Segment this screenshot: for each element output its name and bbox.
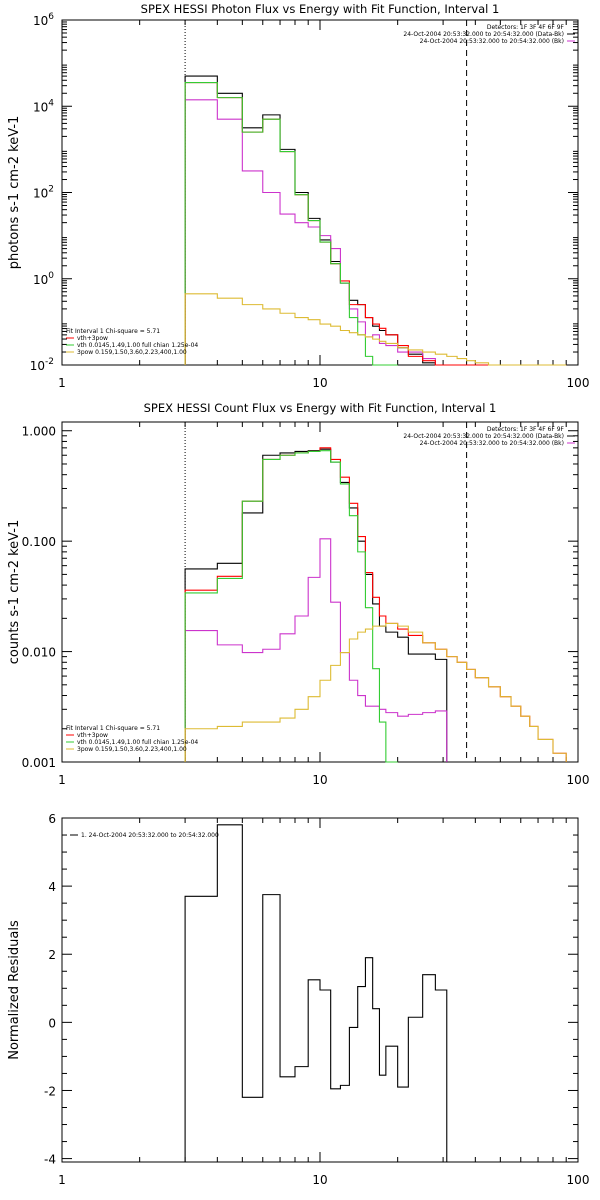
plot-frame (61, 19, 579, 366)
y-tick-label: -4 (44, 1153, 56, 1167)
series-bk-line (184, 99, 436, 365)
x-tick-label: 1 (58, 376, 66, 390)
x-tick-label: 100 (567, 376, 590, 390)
chart-panel-2: SPEX HESSI Count Flux vs Energy with Fit… (7, 401, 589, 787)
x-tick-label: 10 (312, 376, 327, 390)
chart-panel-3: 1 10 100 -4 -2 0 2 4 6 Normalized Residuals 1. 24-… (7, 812, 589, 1187)
legend-entry: vth 0.0145,1.49,1.00 full chian 1.25e-04 (77, 739, 198, 746)
x-tick-label: 100 (567, 1173, 590, 1187)
y-tick-label: 106 (33, 12, 54, 28)
y-tick-label: 104 (33, 98, 54, 114)
series-bk-line (184, 538, 448, 762)
y-tick-label: 0 (48, 1016, 56, 1030)
legend-fit-info: Fit Interval 1 Chi-square = 5.71 (66, 725, 160, 732)
y-tick-label: 1.000 (22, 425, 56, 439)
chart-panel-1: SPEX HESSI Photon Flux vs Energy with Fi… (7, 2, 589, 390)
series-data-bk-line (184, 448, 448, 762)
plot-frame (61, 421, 579, 763)
legend-entry: vth+3pow (77, 732, 108, 739)
series-3pow-line (184, 622, 567, 762)
y-axis-label: counts s-1 cm-2 keV-1 (7, 520, 22, 665)
y-tick-label: 0.100 (22, 535, 56, 549)
legend-entry: 3pow 0.159,1.50,3.60,2.23,400,1.00 (77, 746, 187, 753)
y-axis-label: Normalized Residuals (7, 920, 22, 1060)
legend-top-entry: Detectors: 1F 3F 4F 6F 9F (487, 426, 565, 433)
legend-entry: 1. 24-Oct-2004 20:53:32.000 to 20:54:32.… (81, 832, 219, 839)
chart-title: SPEX HESSI Count Flux vs Energy with Fit… (144, 401, 497, 415)
legend-entry: 3pow 0.159,1.50,3.60,2.23,400,1.00 (77, 349, 187, 356)
series-1-24-oct-2004-20-53-32-000-to-20-54-32-000-line (184, 824, 448, 1162)
x-tick-label: 1 (58, 773, 66, 787)
y-axis-label: photons s-1 cm-2 keV-1 (7, 116, 22, 270)
x-tick-label: 10 (312, 773, 327, 787)
legend-top-entry: 24-Oct-2004 20:53:32.000 to 20:54:32.000… (403, 31, 564, 38)
y-tick-label: 2 (48, 948, 56, 962)
chart-title: SPEX HESSI Photon Flux vs Energy with Fi… (141, 2, 500, 16)
y-tick-label: 4 (48, 880, 56, 894)
legend-top-entry: Detectors: 1F 3F 4F 6F 9F (487, 24, 565, 31)
legend-top-entry: 24-Oct-2004 20:53:32.000 to 20:54:32.000… (420, 440, 564, 447)
y-tick-label: 10-2 (30, 357, 54, 373)
y-tick-label: 102 (33, 185, 54, 201)
legend-fit-info: Fit Interval 1 Chi-square = 5.71 (66, 328, 160, 335)
x-tick-label: 1 (58, 1173, 66, 1187)
y-tick-label: 0.010 (22, 646, 56, 660)
series-3pow-line (184, 293, 567, 366)
y-tick-label: -2 (44, 1084, 56, 1098)
x-tick-label: 10 (312, 1173, 327, 1187)
series-vth-line (184, 81, 398, 366)
y-tick-label: 100 (33, 271, 54, 287)
legend-top-entry: 24-Oct-2004 20:53:32.000 to 20:54:32.000… (403, 433, 564, 440)
series-vth-line (184, 450, 398, 763)
legend-entry: vth 0.0145,1.49,1.00 full chian 1.25e-04 (77, 342, 198, 349)
legend-top-entry: 24-Oct-2004 20:53:32.000 to 20:54:32.000… (420, 38, 564, 45)
legend-entry: vth+3pow (77, 335, 108, 342)
y-tick-label: 0.001 (22, 756, 56, 770)
series-vth-3pow-line (184, 447, 567, 762)
y-tick-label: 6 (48, 812, 56, 826)
x-tick-label: 100 (567, 773, 590, 787)
